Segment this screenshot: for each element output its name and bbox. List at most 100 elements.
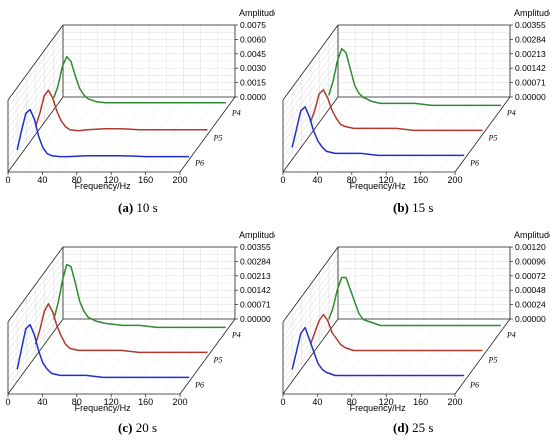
side-wall-hline xyxy=(282,297,339,373)
depth-labels-b: P4 P5 P6 xyxy=(469,109,516,168)
axis-edge xyxy=(282,96,339,173)
floor-line xyxy=(299,96,356,173)
floor-line xyxy=(24,96,81,173)
floor-line xyxy=(403,96,459,173)
axis-edge xyxy=(7,318,64,395)
caption-text-c: 20 s xyxy=(135,420,157,435)
x-tick-label: 200 xyxy=(172,397,187,407)
depth-label-p5: P5 xyxy=(213,134,223,143)
z-tick-label: 0.00072 xyxy=(515,271,546,281)
depth-label-p5: P5 xyxy=(488,134,498,143)
floor-line xyxy=(420,318,476,395)
x-axis-label: Frequency/Hz xyxy=(350,181,407,191)
x-axis-label: Frequency/Hz xyxy=(350,403,407,413)
side-wall-hline xyxy=(282,60,339,137)
z-tick-label: 0.00142 xyxy=(240,285,271,295)
side-wall-hline xyxy=(7,68,64,144)
x-ticks-d: 0 40 80 120 160 200 xyxy=(280,394,463,407)
axes-frame-d xyxy=(282,246,511,395)
floor-line xyxy=(162,96,219,173)
axis-edge xyxy=(179,96,236,173)
floor-line xyxy=(93,96,150,173)
axis-edge xyxy=(7,96,64,173)
z-tick-label: 0.00213 xyxy=(515,49,546,59)
z-tick-label: 0.0000 xyxy=(240,92,266,102)
side-wall-hline xyxy=(7,297,64,373)
depth-label-p5: P5 xyxy=(488,356,498,365)
axis-edge xyxy=(282,318,339,395)
side-wall-hline xyxy=(7,32,64,108)
z-tick-label: 0.0045 xyxy=(240,49,266,59)
axis-edge xyxy=(179,318,236,395)
side-wall-hline xyxy=(7,311,64,387)
caption-label-c: (c) xyxy=(118,420,133,435)
z-tick-label: 0.00000 xyxy=(515,314,546,324)
x-tick-label: 40 xyxy=(37,175,47,185)
side-wall-hline xyxy=(7,46,64,122)
x-ticks-c: 0 40 80 120 160 200 xyxy=(5,394,188,407)
series-line-p5 xyxy=(34,303,208,354)
series-d xyxy=(291,276,501,377)
chart-panel-b: 0 40 80 120 160 200 Frequency/Hz 0.00000 0.00071… xyxy=(275,0,550,221)
side-wall-hline xyxy=(282,275,339,351)
floor-line xyxy=(110,96,167,173)
z-tick-label: 0.00071 xyxy=(515,78,546,88)
grid-d xyxy=(282,246,511,395)
series-line-p5 xyxy=(309,89,483,132)
x-tick-label: 0 xyxy=(280,397,285,407)
floor-line xyxy=(42,318,98,395)
side-wall-hline xyxy=(7,82,64,158)
depth-label-p6: P6 xyxy=(469,159,479,168)
x-tick-label: 40 xyxy=(312,397,322,407)
chart-panel-a: 0 40 80 120 160 200 Frequency/Hz 0.0000 0.0015 0.… xyxy=(0,0,275,221)
floor-line xyxy=(59,96,115,173)
floor-line xyxy=(93,318,150,395)
chart-panel-c: 0 40 80 120 160 200 Frequency/Hz 0.00000 0.00071… xyxy=(0,222,275,443)
series-line-p4 xyxy=(328,47,501,107)
x-tick-label: 40 xyxy=(312,175,322,185)
floor-line xyxy=(368,96,425,173)
side-wall-hline xyxy=(282,75,339,151)
floor-line xyxy=(420,96,476,173)
z-tick-label: 0.00284 xyxy=(240,256,271,266)
x-tick-label: 80 xyxy=(347,397,357,407)
caption-d: (d) 25 s xyxy=(393,420,433,436)
grid-a xyxy=(7,24,236,173)
z-tick-label: 0.00048 xyxy=(515,285,546,295)
z-tick-label: 0.0075 xyxy=(240,20,266,30)
side-wall-hline xyxy=(7,290,64,366)
floor-line xyxy=(76,318,133,395)
z-ticks-b: 0.00000 0.00071 0.00142 0.00213 0.00284 0.003… xyxy=(510,20,546,102)
z-tick-label: 0.00096 xyxy=(515,256,546,266)
side-wall-hline xyxy=(7,268,64,344)
chart-svg-b: 0 40 80 120 160 200 Frequency/Hz 0.00000 0.00071… xyxy=(280,8,550,191)
floor-line xyxy=(299,318,356,395)
z-axis-label: Amplitude xyxy=(514,8,550,18)
x-tick-label: 160 xyxy=(413,175,428,185)
side-wall-hline xyxy=(282,290,339,366)
side-wall-hline xyxy=(282,46,339,122)
depth-label-p6: P6 xyxy=(194,159,204,168)
z-tick-label: 0.00000 xyxy=(515,92,546,102)
grid-c xyxy=(7,246,236,395)
axis-edge xyxy=(282,246,339,323)
side-wall-hline xyxy=(282,32,339,108)
side-wall-hline xyxy=(7,282,64,359)
z-tick-label: 0.0030 xyxy=(240,63,266,73)
side-wall-hline xyxy=(282,68,339,144)
x-tick-label: 40 xyxy=(37,397,47,407)
x-ticks-a: 0 40 80 120 160 200 xyxy=(5,172,188,185)
floor-line xyxy=(385,318,442,395)
axes-frame-b xyxy=(282,24,511,173)
series-line-p6 xyxy=(16,108,190,158)
depth-label-p5: P5 xyxy=(213,356,223,365)
side-wall-hline xyxy=(7,60,64,137)
z-axis-label: Amplitude xyxy=(239,8,275,18)
x-tick-label: 80 xyxy=(72,175,82,185)
z-tick-label: 0.00142 xyxy=(515,63,546,73)
floor-line xyxy=(403,318,459,395)
z-axis-label: Amplitude xyxy=(514,230,550,240)
axis-edge xyxy=(454,318,511,395)
floor-line xyxy=(24,318,81,395)
series-b xyxy=(291,47,501,157)
